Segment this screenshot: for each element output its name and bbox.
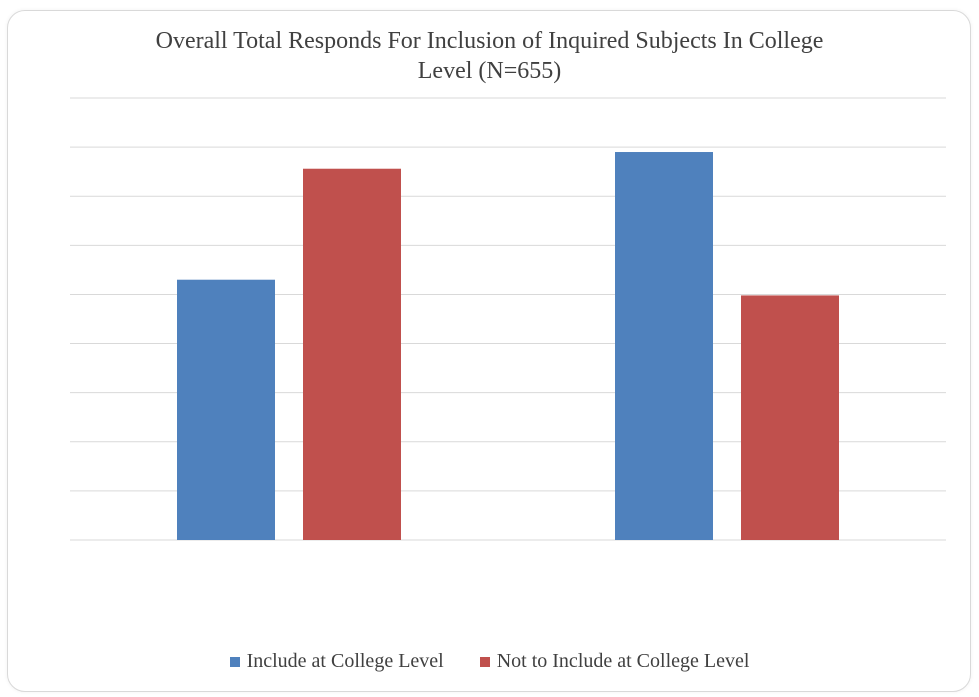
bar-series-1-cat-1 [741, 295, 839, 540]
legend-item-include: Include at College Level [229, 650, 444, 673]
legend-swatch-include [229, 656, 240, 667]
legend-item-not-include: Not to Include at College Level [479, 650, 750, 673]
chart-title: Overall Total Responds For Inclusion of … [0, 26, 979, 86]
bar-series-0-cat-0 [177, 279, 275, 540]
legend-label-not-include: Not to Include at College Level [496, 650, 750, 672]
chart-title-line-1: Overall Total Responds For Inclusion of … [155, 28, 824, 54]
legend-swatch-not-include [479, 656, 490, 667]
bar-series-1-cat-0 [303, 168, 401, 540]
legend-label-include: Include at College Level [246, 650, 444, 672]
bar-series-0-cat-1 [615, 152, 713, 540]
chart-title-line-2: Level (N=655) [417, 58, 562, 84]
legend: Include at College Level Not to Include … [0, 650, 979, 673]
